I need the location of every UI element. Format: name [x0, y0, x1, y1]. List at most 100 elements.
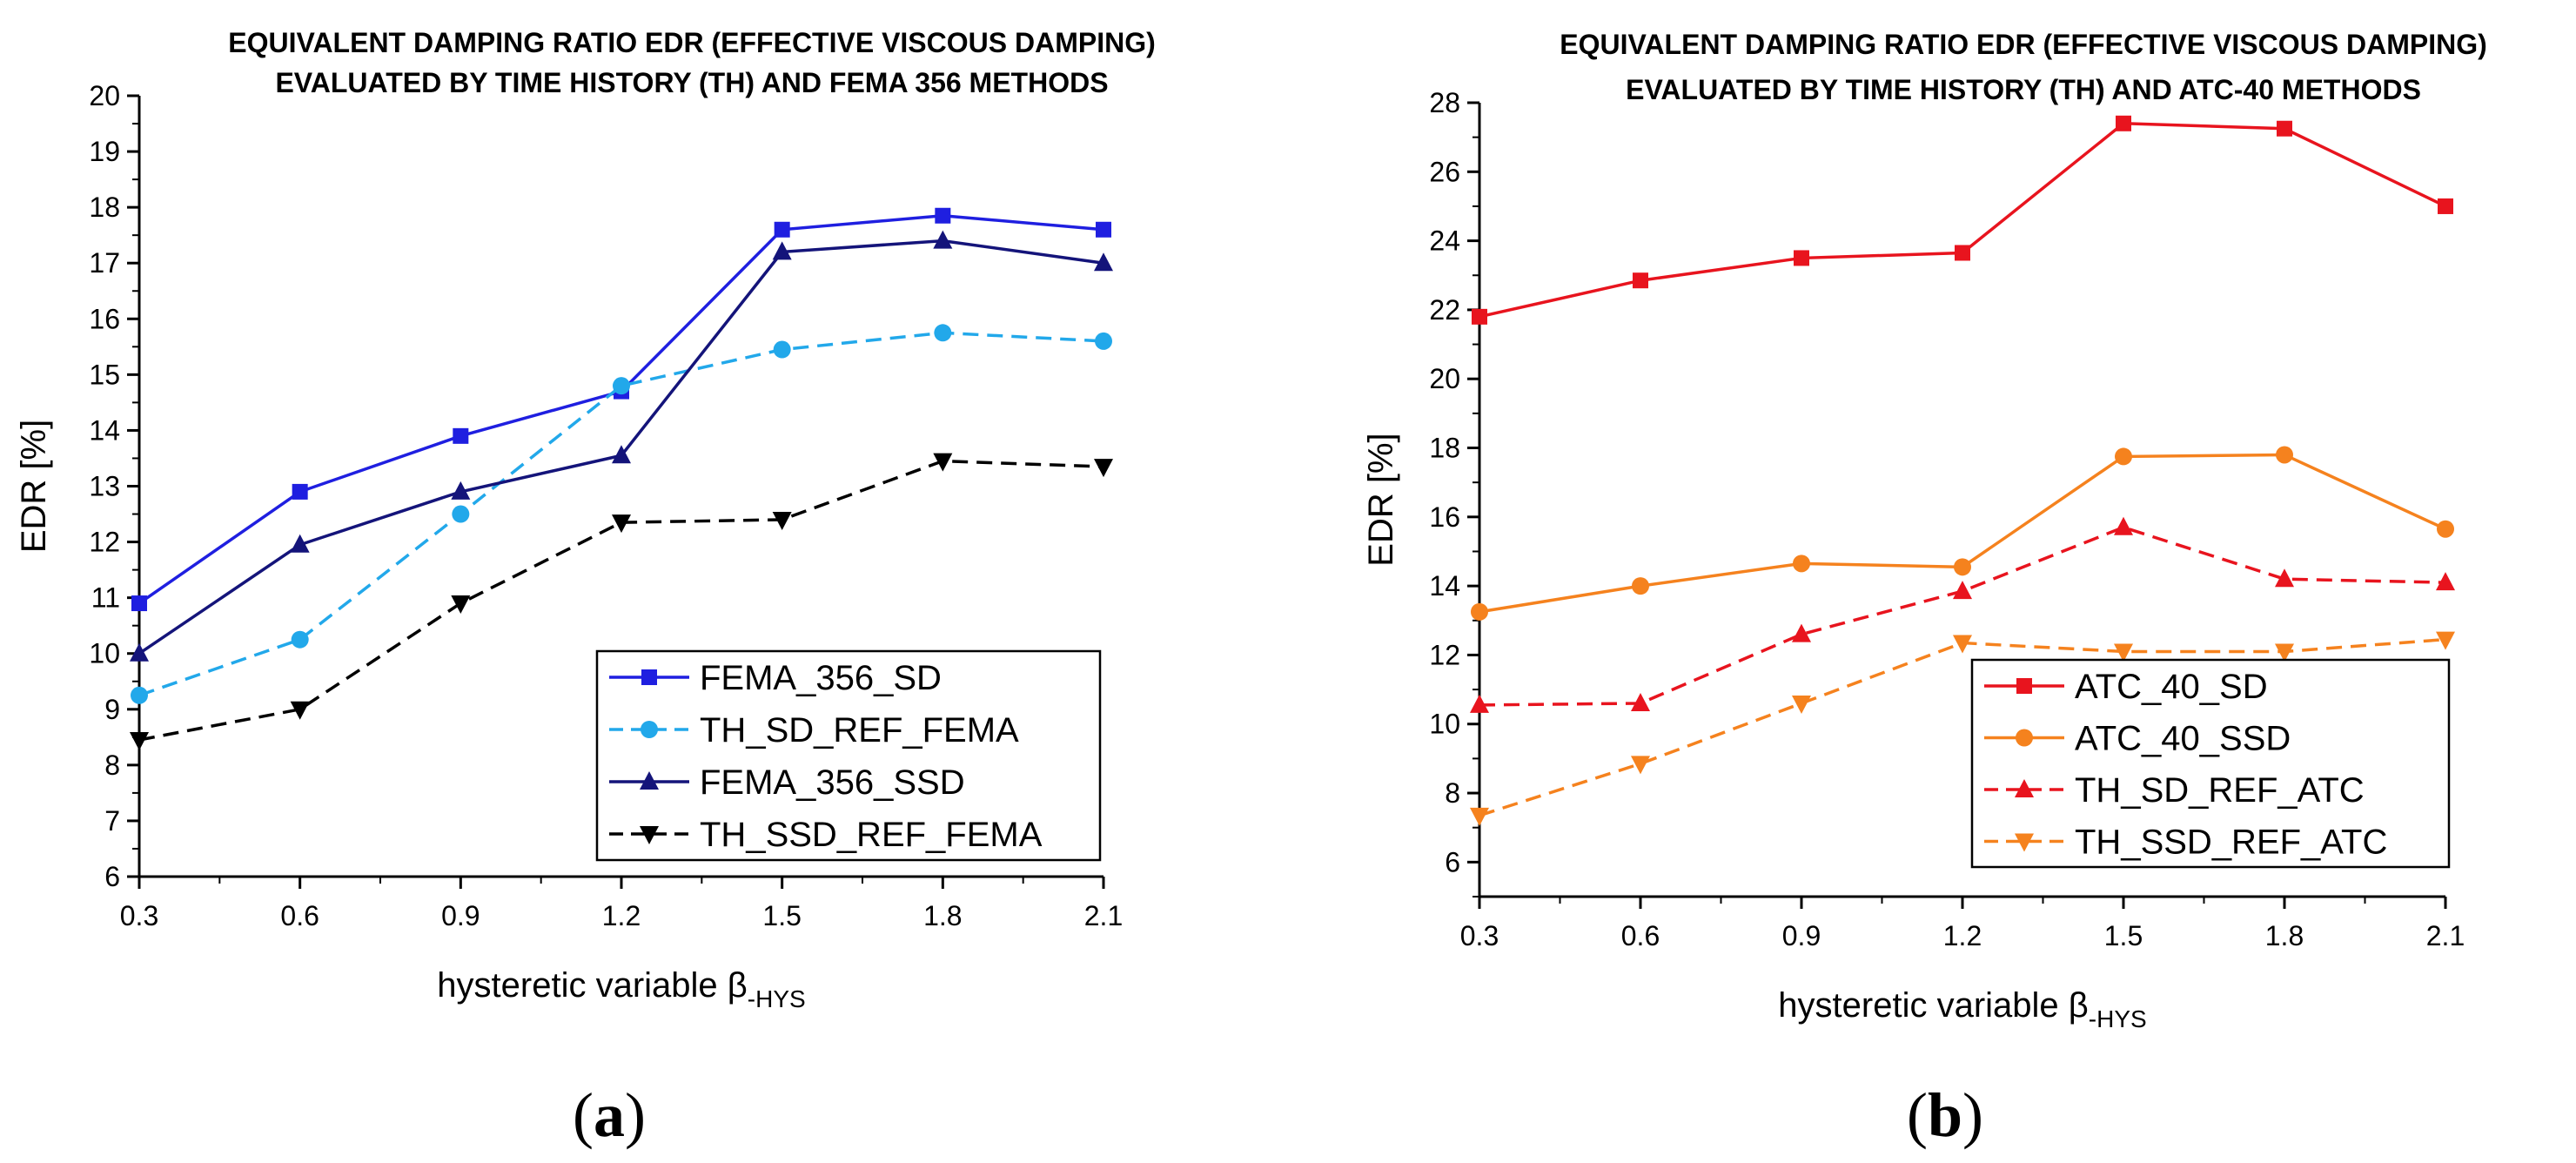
series-line	[138, 213, 1104, 605]
data-point	[1955, 245, 1970, 261]
data-point	[933, 230, 953, 249]
data-point	[131, 595, 147, 612]
legend-entry-label: ATC_40_SD	[2075, 668, 2268, 706]
data-point	[1793, 555, 1810, 573]
caption-close-paren: )	[625, 1080, 646, 1150]
chart-panel-a: EQUIVALENT DAMPING RATIO EDR (EFFECTIVE …	[15, 27, 1156, 1150]
data-point	[1792, 695, 1811, 714]
legend-entry-label: TH_SD_REF_ATC	[2075, 771, 2365, 810]
data-point	[453, 427, 469, 444]
y-tick-label: 14	[89, 414, 120, 446]
data-point	[2275, 643, 2294, 662]
series-FEMA_356_SD	[131, 207, 1111, 612]
data-point	[451, 481, 471, 500]
y-tick-label: 12	[1429, 639, 1460, 670]
data-point	[131, 686, 148, 704]
series-ATC_40_SSD	[1471, 446, 2454, 621]
data-point	[773, 340, 791, 359]
x-tick-label: 0.9	[441, 900, 480, 931]
x-tick-label: 0.6	[280, 900, 319, 931]
data-point	[1631, 756, 1650, 775]
legend-entry-label: FEMA_356_SD	[700, 659, 942, 697]
x-tick-label: 2.1	[1084, 900, 1123, 931]
data-point	[933, 453, 953, 472]
chart-panel-b: EQUIVALENT DAMPING RATIO EDR (EFFECTIVE …	[1362, 29, 2487, 1150]
data-point	[2114, 643, 2133, 662]
x-tick-label: 1.8	[923, 900, 962, 931]
data-point	[1470, 694, 1489, 713]
legend-entry-label: TH_SSD_REF_ATC	[2075, 824, 2387, 862]
caption-close-paren: )	[1962, 1080, 1983, 1150]
x-axis-label-main: hysteretic variable β	[437, 966, 747, 1005]
y-tick-label: 13	[89, 471, 120, 502]
data-point	[2114, 516, 2133, 535]
data-point	[1632, 577, 1649, 595]
chart-title-line: EVALUATED BY TIME HISTORY (TH) AND FEMA …	[275, 67, 1108, 98]
y-tick-label: 14	[1429, 570, 1460, 602]
x-tick-label: 1.2	[1943, 920, 1982, 951]
y-tick-label: 26	[1429, 156, 1460, 187]
y-tick-label: 10	[89, 638, 120, 669]
data-point	[935, 207, 951, 224]
caption-open-paren: (	[573, 1080, 594, 1150]
data-point	[2436, 572, 2455, 591]
x-tick-label: 0.9	[1782, 920, 1821, 951]
data-point	[612, 445, 631, 464]
x-axis-label: hysteretic variable β-HYS	[1778, 986, 2146, 1032]
y-tick-label: 6	[1445, 846, 1460, 877]
series-FEMA_356_SSD	[130, 230, 1113, 662]
y-tick-label: 9	[104, 694, 120, 725]
legend-marker	[640, 826, 659, 844]
legend-marker	[2015, 779, 2034, 797]
y-tick-label: 10	[1429, 709, 1460, 740]
legend-box	[595, 649, 1102, 862]
y-tick-label: 20	[1429, 363, 1460, 394]
data-point	[452, 505, 470, 523]
data-point	[290, 534, 310, 553]
y-tick-label: 24	[1429, 225, 1460, 257]
x-tick-label: 0.6	[1621, 920, 1660, 951]
data-point	[2437, 520, 2454, 538]
legend-entry-label: TH_SD_REF_FEMA	[700, 711, 1019, 750]
legend-marker	[2015, 833, 2034, 852]
data-point	[1954, 558, 1971, 576]
data-point	[934, 324, 952, 342]
data-point	[774, 221, 790, 238]
data-point	[1953, 635, 1972, 654]
y-tick-label: 19	[89, 136, 120, 167]
data-point	[1095, 332, 1112, 350]
x-tick-label: 0.3	[120, 900, 158, 931]
data-point	[1094, 459, 1113, 478]
series-ATC_40_SD	[1472, 115, 2453, 325]
legend-marker	[640, 771, 659, 790]
data-point	[1794, 250, 1809, 266]
y-tick-label: 8	[1445, 777, 1460, 809]
x-axis-label-main: hysteretic variable β	[1778, 986, 2088, 1025]
caption-letter: a	[594, 1080, 625, 1150]
y-axis-label: EDR [%]	[15, 420, 53, 553]
x-axis-label-subscript: -HYS	[2089, 1005, 2147, 1032]
series-TH_SSD_REF_ATC	[1470, 631, 2455, 826]
data-point	[1470, 807, 1489, 826]
legend-box	[1970, 658, 2451, 869]
chart-title-line: EQUIVALENT DAMPING RATIO EDR (EFFECTIVE …	[228, 27, 1156, 58]
x-axis-label: hysteretic variable β-HYS	[437, 966, 805, 1012]
legend-entry-label: ATC_40_SSD	[2075, 720, 2291, 758]
data-point	[1633, 272, 1648, 289]
data-point	[2438, 198, 2453, 214]
data-point	[1953, 581, 1972, 600]
legend-entry-label: TH_SSD_REF_FEMA	[700, 816, 1043, 854]
data-point	[772, 241, 792, 260]
data-point	[2277, 120, 2292, 137]
data-point	[292, 483, 308, 500]
y-tick-label: 18	[1429, 433, 1460, 464]
caption-letter: b	[1928, 1080, 1962, 1150]
y-tick-label: 18	[89, 192, 120, 223]
x-tick-label: 1.2	[602, 900, 641, 931]
legend: FEMA_356_SD TH_SD_REF_FEMA FEMA_356_SSD TH_…	[595, 649, 1102, 862]
x-tick-label: 1.5	[762, 900, 801, 931]
data-point	[290, 701, 310, 720]
data-point	[772, 511, 792, 530]
x-tick-label: 1.5	[2104, 920, 2143, 951]
